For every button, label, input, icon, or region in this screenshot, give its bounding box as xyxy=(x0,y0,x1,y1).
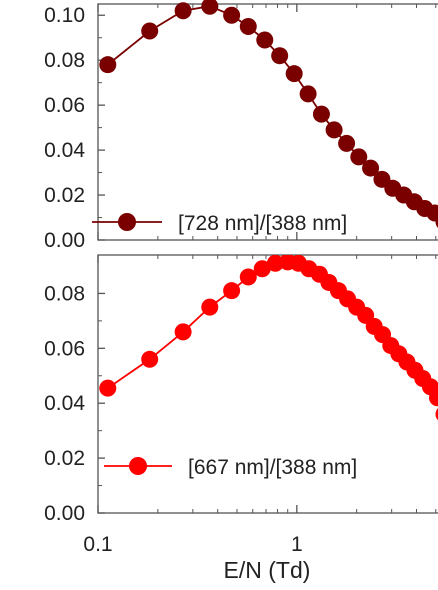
data-point xyxy=(239,268,257,286)
bottom-panel: 0.00 0.02 0.04 0.06 0.08 0.1 1 [667 nm]/[388 nm… xyxy=(44,254,438,556)
y-tick-label: 0.08 xyxy=(44,282,85,305)
data-point xyxy=(174,2,192,20)
legend: [728 nm]/[388 nm] xyxy=(92,212,347,235)
data-point xyxy=(239,17,257,35)
y-tick-label: 0.10 xyxy=(44,4,85,27)
top-panel: 0.00 0.02 0.04 0.06 0.08 0.10 [728 nm]/[388 nm… xyxy=(44,0,438,252)
data-point xyxy=(435,216,438,229)
data-point xyxy=(201,0,219,15)
y-tick-label: 0.04 xyxy=(44,392,85,415)
y-tick-label: 0.00 xyxy=(44,229,85,252)
data-point xyxy=(174,323,192,341)
y-tick-label: 0.02 xyxy=(44,447,85,470)
x-tick-label: 0.1 xyxy=(83,533,112,556)
data-point xyxy=(428,389,438,407)
data-point xyxy=(256,31,274,49)
x-tick-label: 1 xyxy=(291,533,303,556)
y-tick-label: 0.06 xyxy=(44,94,85,117)
data-point xyxy=(223,282,241,300)
y-tick-label: 0.02 xyxy=(44,184,85,207)
legend-label: [667 nm]/[388 nm] xyxy=(188,456,357,479)
y-tick-label: 0.06 xyxy=(44,337,85,360)
data-point xyxy=(99,379,117,397)
y-tick-label: 0.04 xyxy=(44,139,85,162)
data-point xyxy=(141,350,159,368)
data-point xyxy=(312,105,330,123)
data-point xyxy=(325,121,343,139)
data-point xyxy=(201,298,219,316)
series-group xyxy=(99,255,438,421)
data-point xyxy=(253,260,271,278)
y-tick-label: 0.08 xyxy=(44,49,85,72)
legend-label: [728 nm]/[388 nm] xyxy=(178,212,347,235)
data-point xyxy=(435,408,438,421)
legend-marker xyxy=(129,457,147,475)
x-axis-title: E/N (Td) xyxy=(224,557,311,583)
data-point xyxy=(99,56,117,74)
legend: [667 nm]/[388 nm] xyxy=(104,456,357,479)
data-point xyxy=(426,204,438,222)
data-point xyxy=(362,159,380,177)
data-point xyxy=(223,6,241,24)
data-point xyxy=(285,65,303,83)
data-point xyxy=(350,148,368,166)
series-group xyxy=(99,0,438,229)
data-point xyxy=(338,134,356,152)
y-tick-label: 0.00 xyxy=(44,502,85,525)
data-point xyxy=(266,255,284,272)
legend-marker xyxy=(118,213,136,231)
data-point xyxy=(299,85,317,103)
data-point xyxy=(271,47,289,65)
data-point xyxy=(141,22,159,40)
